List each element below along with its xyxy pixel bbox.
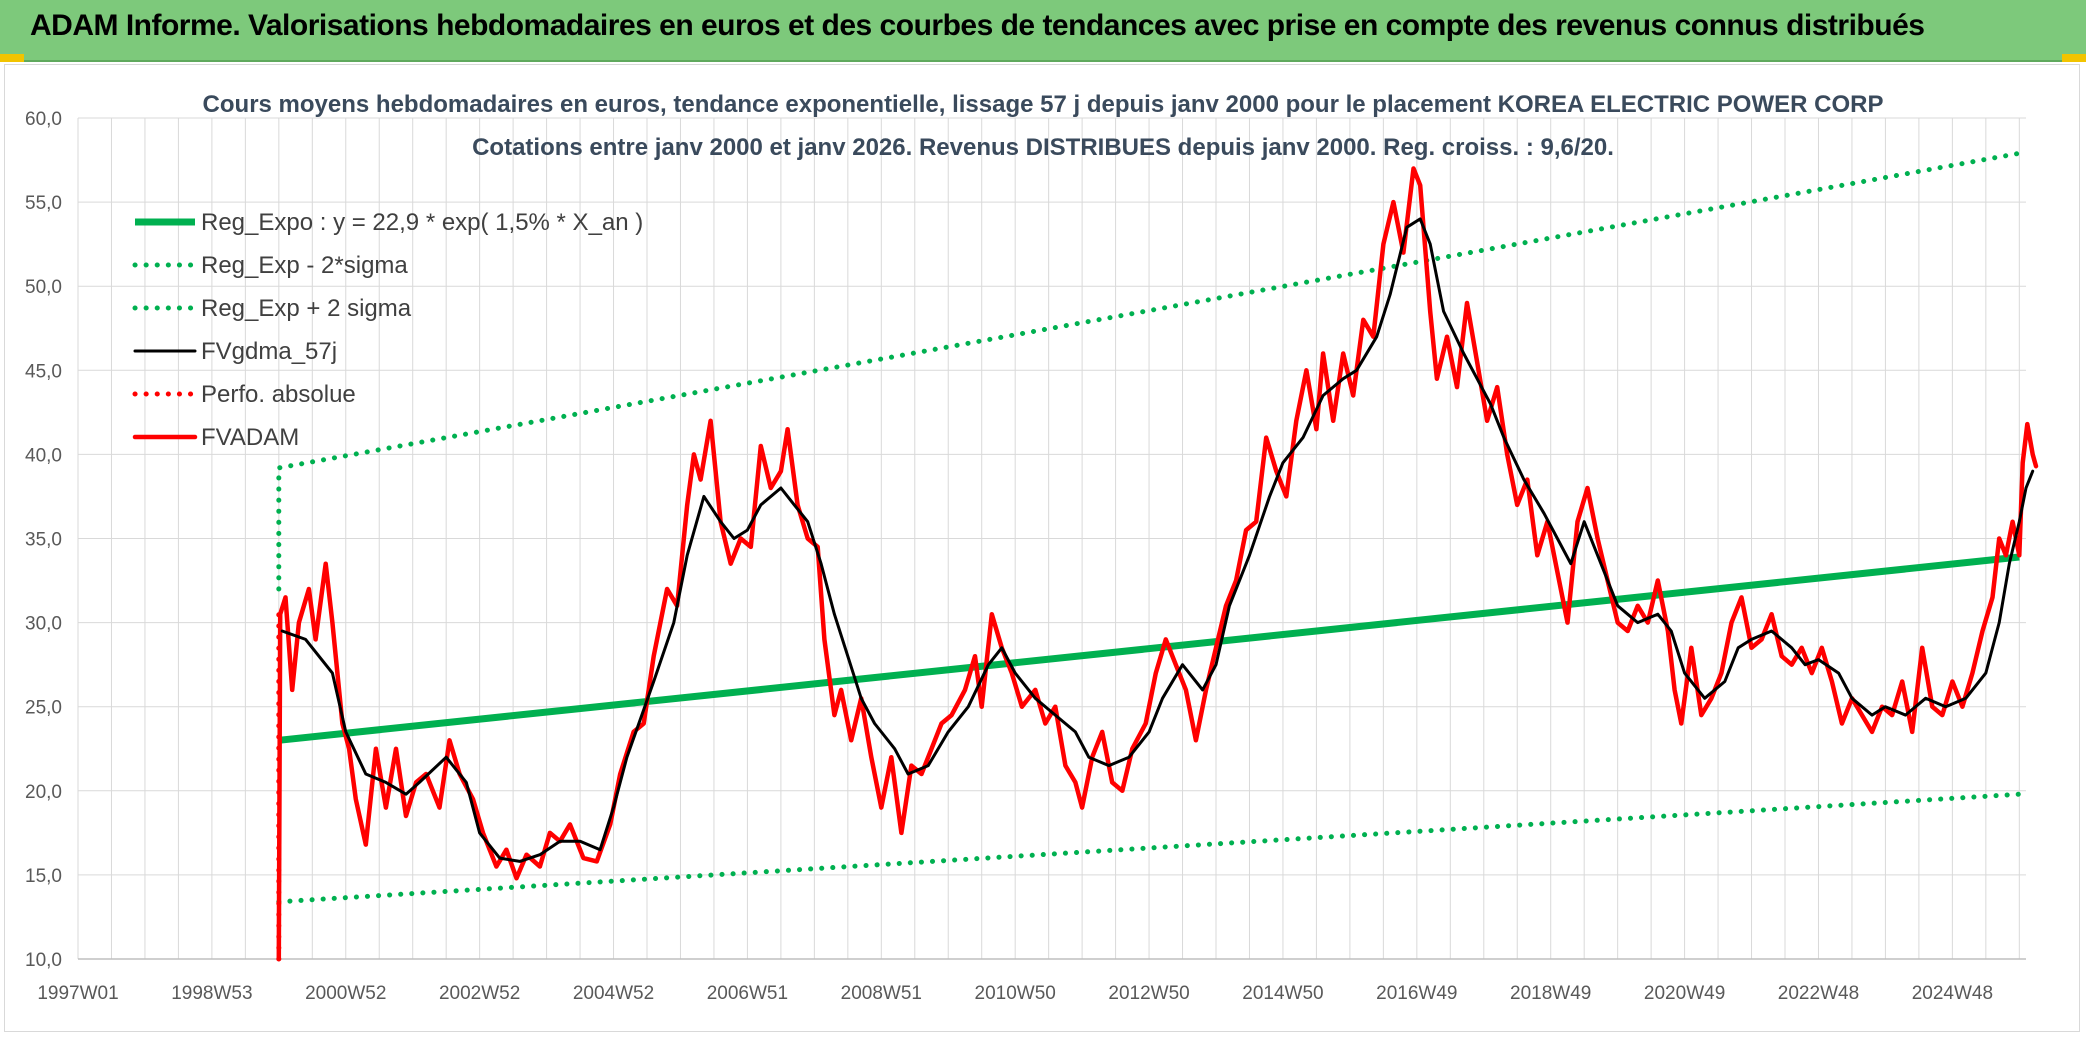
y-tick-label: 15,0 <box>25 866 62 887</box>
chart-series <box>276 150 2039 962</box>
banner-corner-left <box>0 54 24 62</box>
x-tick-label: 2008W51 <box>841 983 922 1004</box>
legend-label: Reg_Expo : y = 22,9 * exp( 1,5% * X_an ) <box>201 209 643 236</box>
y-tick-label: 20,0 <box>25 782 62 803</box>
chart-title: Cours moyens hebdomadaires en euros, ten… <box>203 91 1884 118</box>
y-tick-label: 50,0 <box>25 277 62 298</box>
y-tick-label: 30,0 <box>25 614 62 635</box>
legend-label: Reg_Exp + 2 sigma <box>201 295 412 322</box>
x-tick-label: 2006W51 <box>707 983 788 1004</box>
series-line-3 <box>280 217 2035 863</box>
chart-legend: Reg_Expo : y = 22,9 * exp( 1,5% * X_an )… <box>132 209 643 451</box>
report-title: ADAM Informe. Valorisations hebdomadaire… <box>30 9 1925 42</box>
x-tick-label: 2012W50 <box>1108 983 1189 1004</box>
report-banner: ADAM Informe. Valorisations hebdomadaire… <box>0 0 2086 62</box>
series-line-1 <box>276 791 2022 905</box>
series-line-0 <box>278 553 2020 744</box>
series-line-5 <box>276 166 2039 962</box>
x-tick-label: 2010W50 <box>975 983 1056 1004</box>
x-tick-label: 2000W52 <box>305 983 386 1004</box>
y-tick-label: 55,0 <box>25 193 62 214</box>
axis-ticks: 10,0 15,0 20,0 25,0 30,0 35,0 40,0 45,0 50,0 55,0… <box>25 109 2026 1004</box>
x-tick-label: 2002W52 <box>439 983 520 1004</box>
x-tick-label: 1997W01 <box>37 983 118 1004</box>
x-tick-label: 2004W52 <box>573 983 654 1004</box>
x-tick-label: 2016W49 <box>1376 983 1457 1004</box>
series-line-2 <box>276 150 2022 592</box>
y-tick-label: 35,0 <box>25 530 62 551</box>
y-tick-label: 60,0 <box>25 109 62 130</box>
legend-label: FVgdma_57j <box>201 338 337 365</box>
x-tick-label: 2024W48 <box>1912 983 1993 1004</box>
x-tick-label: 2018W49 <box>1510 983 1591 1004</box>
chart-subtitle: Cotations entre janv 2000 et janv 2026. … <box>472 134 1614 161</box>
legend-label: FVADAM <box>201 424 299 451</box>
y-tick-label: 40,0 <box>25 445 62 466</box>
legend-label: Perfo. absolue <box>201 381 356 408</box>
x-tick-label: 1998W53 <box>171 983 252 1004</box>
y-tick-label: 25,0 <box>25 698 62 719</box>
y-tick-label: 10,0 <box>25 950 62 971</box>
chart-frame <box>4 64 2080 1032</box>
y-tick-label: 45,0 <box>25 361 62 382</box>
banner-corner-right <box>2062 54 2086 62</box>
x-tick-label: 2020W49 <box>1644 983 1725 1004</box>
legend-label: Reg_Exp - 2*sigma <box>201 252 408 279</box>
chart-grid <box>77 117 2026 960</box>
x-tick-label: 2014W50 <box>1242 983 1323 1004</box>
x-tick-label: 2022W48 <box>1778 983 1859 1004</box>
